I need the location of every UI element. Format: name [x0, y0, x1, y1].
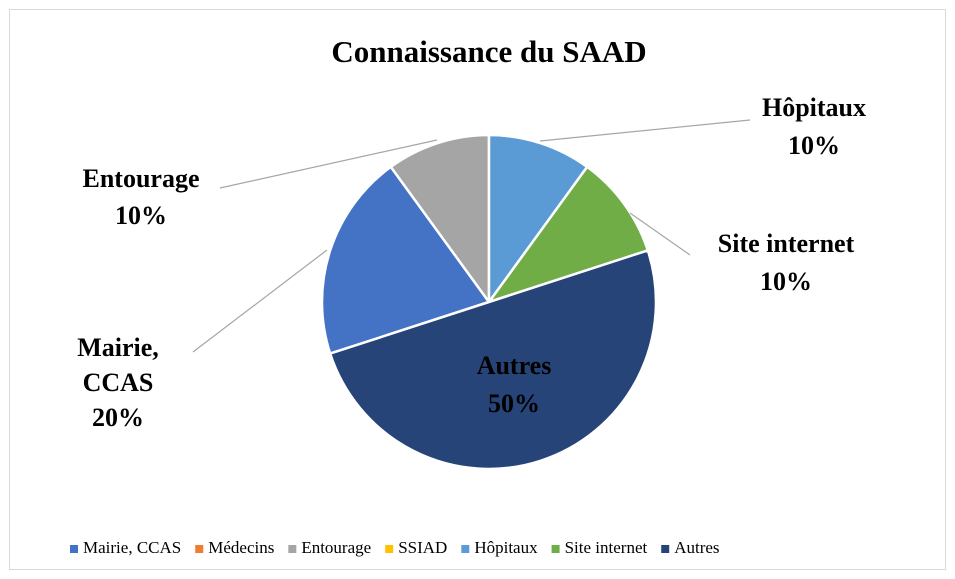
legend-swatch: [385, 545, 394, 553]
data-label-name: Hôpitaux: [762, 93, 866, 122]
data-label-value: 10%: [760, 267, 812, 296]
legend-swatch: [195, 545, 204, 553]
pie-slice: [389, 133, 491, 306]
data-label-value: 20%: [92, 403, 144, 432]
legend-label: SSIAD: [398, 538, 447, 557]
data-label-line: Mairie,: [77, 333, 159, 362]
data-label-name: Mairie, CCAS: [77, 333, 159, 397]
data-label-name: Entourage: [83, 164, 200, 193]
data-label-value: 10%: [788, 131, 840, 160]
pie-slice: [487, 133, 589, 306]
data-label-value: 50%: [488, 389, 540, 418]
pie-slice: [485, 165, 650, 305]
data-label-value: 10%: [115, 201, 167, 230]
legend-label: Site internet: [565, 538, 648, 557]
legend-swatch: [551, 545, 560, 553]
legend-swatch: [288, 545, 297, 553]
leader-line: [219, 139, 438, 189]
pie-slice: [328, 248, 658, 470]
chart-title: Connaissance du SAAD: [331, 34, 646, 69]
legend-label: Médecins: [208, 538, 274, 557]
legend-label: Autres: [674, 538, 719, 557]
legend-swatch: [661, 545, 670, 553]
legend-label: Hôpitaux: [474, 538, 538, 557]
legend-label: Mairie, CCAS: [83, 538, 181, 557]
legend-swatch: [461, 545, 470, 553]
legend-label: Entourage: [301, 538, 371, 557]
leader-line: [539, 119, 751, 142]
leader-line: [629, 212, 691, 256]
legend-swatch: [70, 545, 78, 553]
leader-line: [192, 249, 328, 353]
pie-slice: [320, 165, 492, 356]
data-label-name: Autres: [477, 351, 552, 380]
data-label-line: CCAS: [83, 368, 154, 397]
data-label-name: Site internet: [718, 229, 855, 258]
